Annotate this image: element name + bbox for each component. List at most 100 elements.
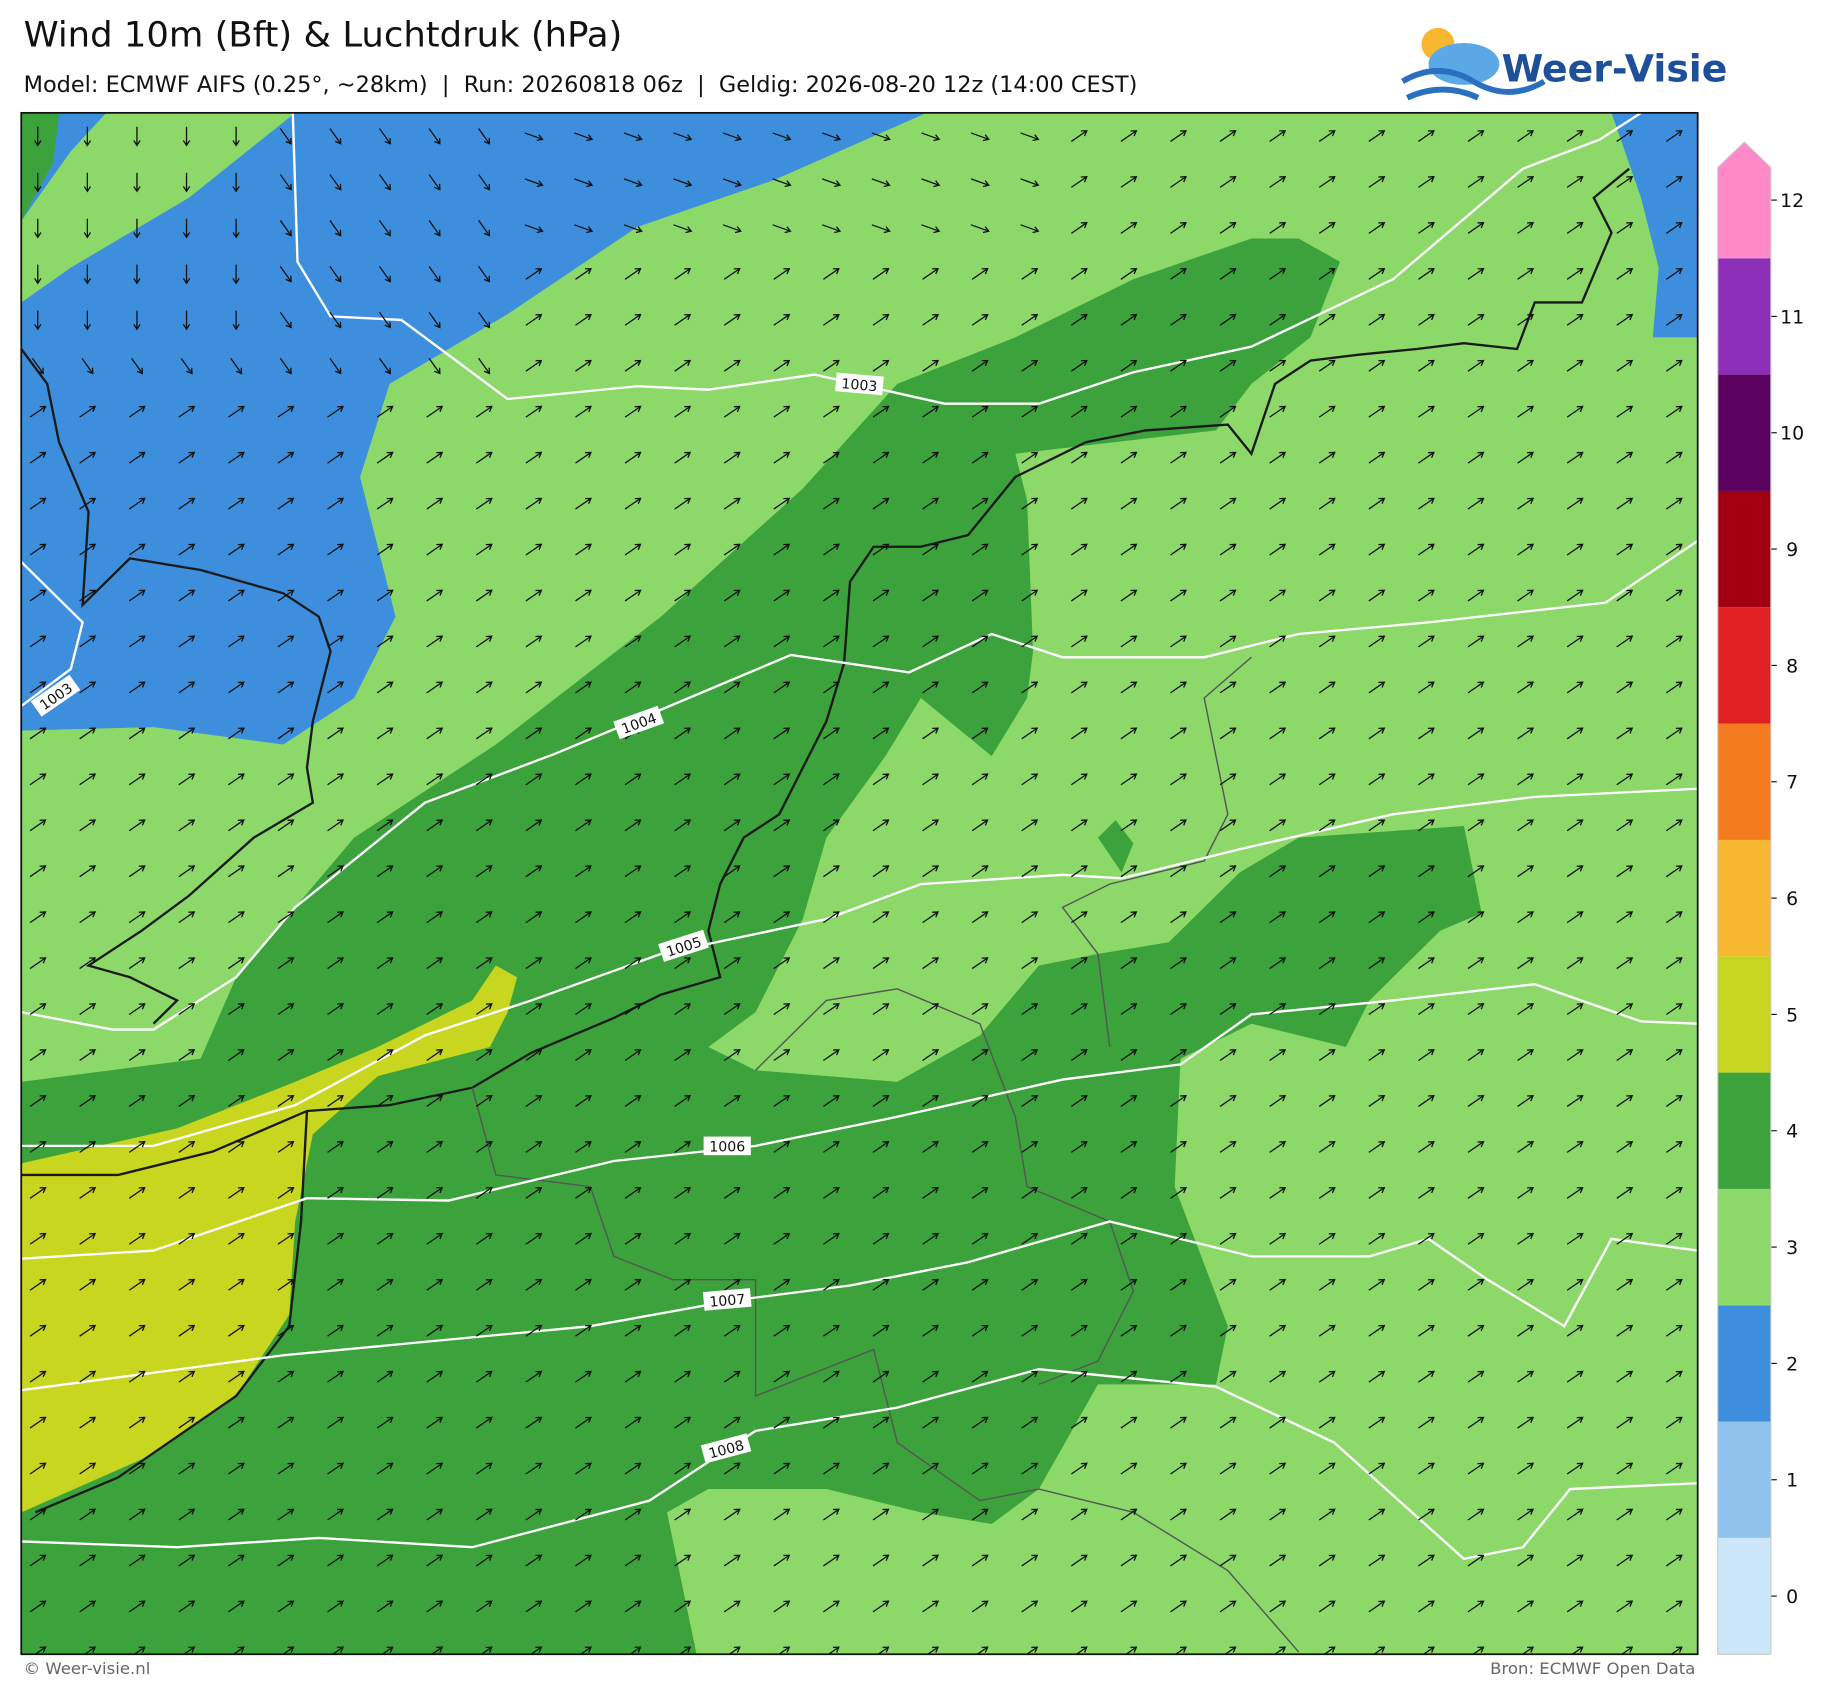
wind-arrow: [1318, 543, 1336, 556]
wind-arrow: [1219, 773, 1237, 786]
border: [471, 656, 1300, 1653]
wind-arrow: [822, 224, 842, 234]
wind-arrow: [128, 1600, 146, 1613]
wind-arrow: [1665, 130, 1683, 142]
wind-arrow: [228, 1324, 245, 1337]
wind-arrow: [1566, 819, 1584, 832]
wind-arrow: [525, 497, 543, 510]
wind-arrow: [575, 1186, 592, 1199]
colorbar-segment: [1717, 607, 1771, 724]
wind-arrow: [327, 1095, 345, 1107]
wind-arrow: [723, 957, 741, 970]
wind-arrow: [674, 589, 692, 602]
wind-arrow: [1566, 957, 1584, 970]
wind-arrow: [1368, 451, 1386, 464]
wind-arrow: [1616, 819, 1634, 832]
wind-arrow: [327, 1600, 345, 1613]
wind-arrow: [922, 727, 940, 740]
wind-arrow: [624, 911, 642, 924]
wind-arrow: [575, 497, 592, 510]
wind-arrow: [1616, 1049, 1634, 1061]
wind-arrow: [1070, 313, 1088, 326]
wind-arrow: [1566, 267, 1584, 280]
wind-arrow: [1269, 1095, 1287, 1107]
wind-arrow: [1170, 865, 1187, 878]
wind-arrow: [1665, 1232, 1683, 1245]
wind-arrow: [1318, 773, 1336, 786]
wind-arrow: [823, 773, 840, 786]
wind-arrow: [1170, 773, 1187, 786]
wind-arrow: [1269, 1232, 1287, 1245]
wind-arrow: [1566, 1600, 1584, 1613]
wind-arrow: [1269, 1600, 1287, 1613]
wind-arrow: [426, 1003, 444, 1016]
wind-arrow: [1120, 1278, 1138, 1291]
wind-arrow: [1517, 1324, 1535, 1337]
wind-arrow: [525, 1003, 543, 1016]
wind-arrow: [1318, 221, 1336, 234]
wind-arrow: [674, 1462, 692, 1475]
wind-arrow: [1170, 911, 1187, 924]
wind-arrow: [79, 543, 97, 556]
wind-arrow: [1418, 589, 1435, 602]
wind-arrow: [1566, 589, 1584, 602]
wind-arrow: [376, 1324, 394, 1337]
wind-arrow: [1070, 267, 1088, 280]
wind-arrow: [228, 589, 245, 602]
wind-arrow: [674, 1416, 692, 1429]
wind-arrow: [1120, 1095, 1138, 1107]
wind-arrow: [674, 1186, 692, 1199]
wind-arrow: [128, 1003, 146, 1016]
wind-arrow: [823, 497, 840, 510]
wind-arrow: [182, 126, 191, 147]
wind-arrow: [277, 1462, 295, 1475]
wind-arrow: [1170, 1278, 1187, 1291]
wind-arrow: [575, 451, 592, 464]
colorbar-segment: [1717, 839, 1771, 957]
wind-arrow: [1318, 957, 1336, 970]
wind-arrow: [79, 1278, 97, 1291]
wind-arrow: [723, 359, 741, 372]
wind-arrow: [1467, 1232, 1485, 1245]
wind-arrow: [1467, 543, 1485, 556]
wind-arrow: [575, 957, 592, 970]
wind-arrow: [478, 311, 491, 329]
wind-arrow: [1070, 773, 1088, 786]
wind-arrow: [178, 1278, 196, 1291]
wind-arrow: [1566, 727, 1584, 740]
wind-arrow: [575, 1049, 592, 1061]
wind-arrow: [773, 819, 791, 832]
colorbar-label: 10: [1780, 424, 1804, 445]
wind-arrow: [673, 224, 693, 234]
wind-arrow: [128, 1232, 146, 1245]
wind-arrow: [1616, 865, 1634, 878]
wind-arrow: [723, 1508, 741, 1521]
wind-arrow: [624, 773, 642, 786]
wind-arrow: [1616, 267, 1634, 280]
wind-arrow: [1021, 497, 1039, 510]
wind-arrow: [823, 1462, 840, 1475]
wind-arrow: [277, 1370, 295, 1383]
wind-arrow: [475, 497, 493, 510]
wind-arrow: [1665, 727, 1683, 740]
wind-arrow: [723, 1554, 741, 1567]
wind-arrow: [872, 1508, 890, 1521]
wind-arrow: [1517, 130, 1535, 142]
wind-arrow: [1368, 1232, 1386, 1245]
wind-arrow: [722, 178, 742, 188]
wind-arrow: [872, 865, 890, 878]
wind-arrow: [1665, 1416, 1683, 1429]
wind-arrow: [1219, 1370, 1237, 1383]
wind-arrow: [376, 1003, 394, 1016]
wind-arrow: [1517, 1095, 1535, 1107]
wind-arrow: [971, 635, 989, 648]
wind-arrow: [1418, 1370, 1435, 1383]
wind-arrow: [1219, 819, 1237, 832]
wind-arrow: [922, 313, 940, 326]
wind-arrow: [575, 1324, 592, 1337]
wind-arrow: [426, 1600, 444, 1613]
wind-arrow: [1070, 635, 1088, 648]
wind-area-4: [1097, 820, 1134, 873]
wind-arrow: [475, 1554, 493, 1567]
wind-arrow: [475, 773, 493, 786]
